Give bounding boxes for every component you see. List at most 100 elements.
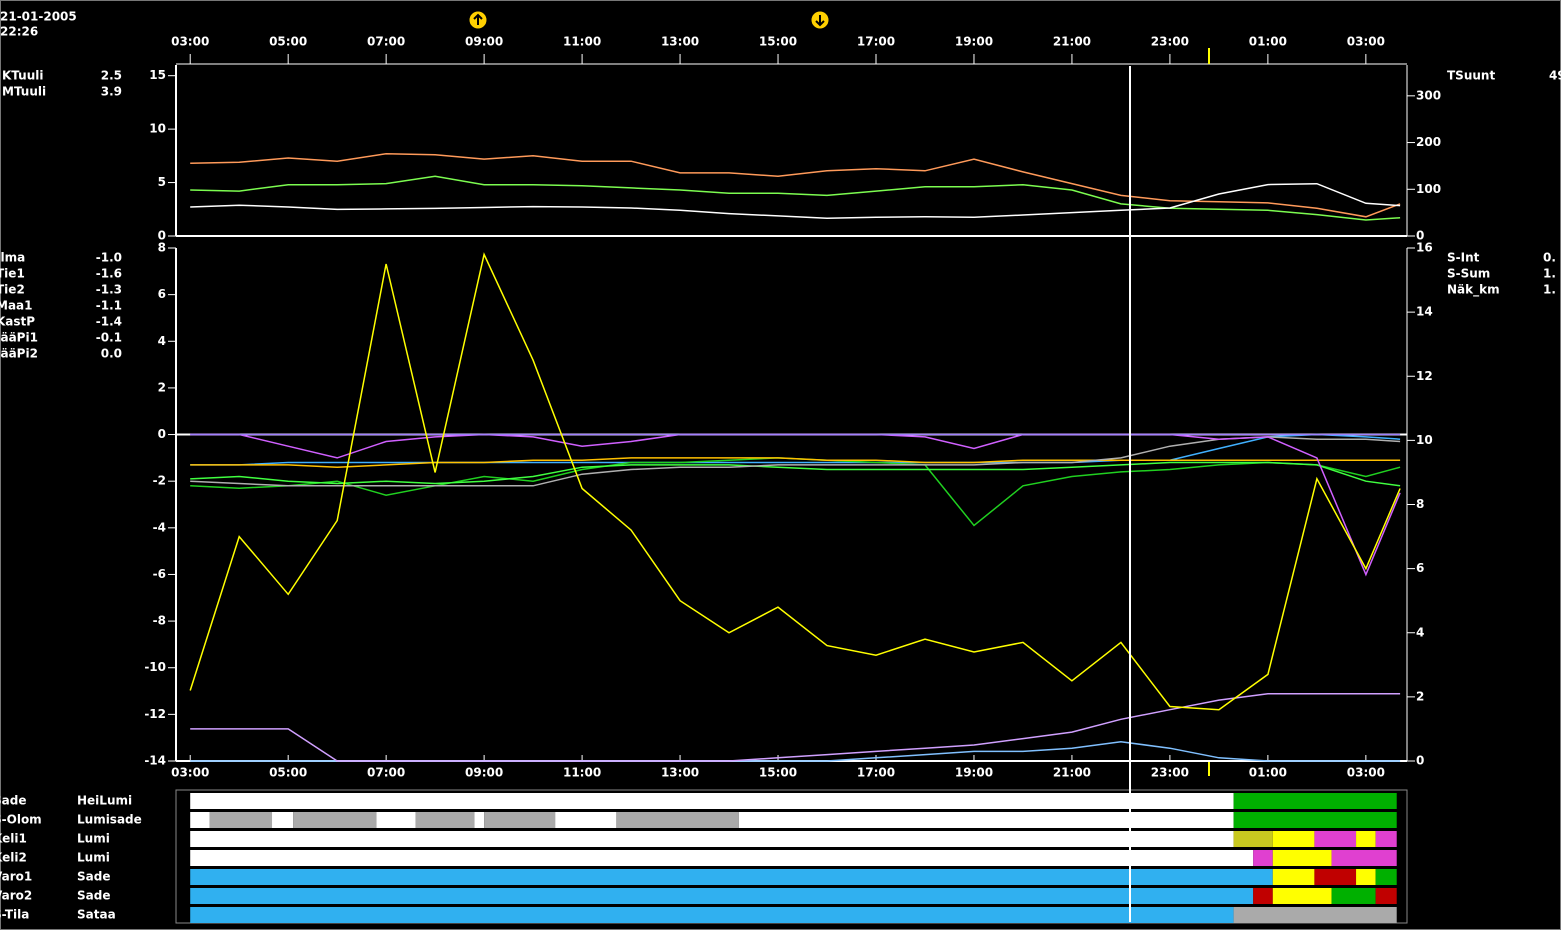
status-segment: [190, 850, 1254, 866]
x-tick-label: 05:00: [269, 35, 307, 49]
y2-tick-label: 8: [1416, 497, 1424, 511]
y2-tick-label: 10: [1416, 433, 1433, 447]
y-tick-label: 6: [158, 287, 166, 301]
y-tick-label: -2: [153, 474, 166, 488]
x-tick-label: 01:00: [1249, 766, 1287, 780]
status-segment: [1233, 812, 1397, 828]
status-segment: [1375, 869, 1397, 885]
status-segment: [1272, 869, 1315, 885]
status-state: Sade: [77, 889, 110, 903]
status-segment: [1272, 831, 1315, 847]
status-segment: [1314, 869, 1357, 885]
y-tick-label: -14: [144, 754, 166, 768]
y-tick-label: -6: [153, 567, 166, 581]
x-tick-label: 21:00: [1053, 766, 1091, 780]
legend-value: -1.0: [96, 251, 122, 265]
status-segment: [190, 869, 1273, 885]
x-tick-label: 17:00: [857, 766, 895, 780]
status-name: Keli1: [0, 832, 27, 846]
y-tick-label: -8: [153, 614, 166, 628]
time: 22:26: [0, 25, 38, 39]
status-segment: [1375, 888, 1397, 904]
x-tick-label: 07:00: [367, 766, 405, 780]
legend-value: 0.: [1543, 251, 1556, 265]
x-tick-label: 09:00: [465, 35, 503, 49]
series-line: [190, 433, 1401, 466]
y-tick-label: 4: [158, 334, 166, 348]
legend-name: Tie1: [0, 267, 25, 281]
legend-value: 1.: [1543, 283, 1556, 297]
status-name: S-Tila: [0, 908, 29, 922]
status-segment: [738, 812, 1234, 828]
status-segment: [1375, 831, 1397, 847]
status-state: Sade: [77, 870, 110, 884]
y-tick-label: -10: [144, 660, 166, 674]
series-line: [190, 436, 1401, 487]
x-tick-label: 23:00: [1151, 35, 1189, 49]
y2-tick-label: 100: [1416, 182, 1441, 196]
legend-name: Ilma: [0, 251, 25, 265]
legend-name: S-Int: [1447, 251, 1480, 265]
legend-value: -0.1: [96, 331, 122, 345]
status-segment: [415, 812, 475, 828]
status-segment: [190, 907, 1234, 923]
y2-tick-label: 6: [1416, 561, 1424, 575]
y2-tick-label: 16: [1416, 241, 1433, 255]
status-segment: [616, 812, 739, 828]
status-segment: [190, 888, 1254, 904]
legend-value: -1.4: [96, 315, 122, 329]
status-segment: [1356, 831, 1376, 847]
legend-name: MTuuli: [2, 85, 46, 99]
x-tick-label: 19:00: [955, 35, 993, 49]
legend-name: Tie2: [0, 283, 25, 297]
legend-value: 0.0: [101, 347, 122, 361]
legend-value: -1.6: [96, 267, 122, 281]
x-tick-label: 19:00: [955, 766, 993, 780]
status-name: Varo1: [0, 870, 32, 884]
status-state: Lumisade: [77, 813, 142, 827]
x-tick-label: 03:00: [171, 766, 209, 780]
status-state: HeiLumi: [77, 794, 132, 808]
y2-tick-label: 0: [1416, 754, 1424, 768]
x-tick-label: 07:00: [367, 35, 405, 49]
status-name: Sade: [0, 794, 26, 808]
status-segment: [1233, 907, 1397, 923]
y-tick-label: -12: [144, 707, 166, 721]
legend-name: Näk_km: [1447, 283, 1500, 298]
legend-name: KTuuli: [2, 69, 43, 83]
legend-name: KastP: [0, 315, 35, 329]
x-tick-label: 03:00: [171, 35, 209, 49]
status-segment: [376, 812, 416, 828]
status-segment: [190, 831, 1234, 847]
x-tick-label: 23:00: [1151, 766, 1189, 780]
status-segment: [1272, 888, 1332, 904]
status-segment: [1233, 793, 1397, 809]
series-line: [190, 457, 1401, 468]
status-segment: [1253, 850, 1273, 866]
series-line: [189, 252, 1401, 711]
legend-value: 2.5: [101, 69, 122, 83]
y-tick-label: 10: [149, 122, 166, 136]
legend-value: 49: [1549, 69, 1561, 83]
x-tick-label: 11:00: [563, 35, 601, 49]
status-segment: [1356, 869, 1376, 885]
x-tick-label: 21:00: [1053, 35, 1091, 49]
legend-value: 3.9: [101, 85, 122, 99]
legend-value: -1.3: [96, 283, 122, 297]
y2-tick-label: 14: [1416, 305, 1433, 319]
status-segment: [209, 812, 273, 828]
legend-value: 1.: [1543, 267, 1556, 281]
status-state: Lumi: [77, 832, 110, 846]
series-line: [190, 182, 1401, 219]
status-segment: [190, 793, 1234, 809]
y2-tick-label: 200: [1416, 135, 1441, 149]
x-tick-label: 03:00: [1347, 35, 1385, 49]
series-line: [190, 152, 1401, 218]
y2-tick-label: 2: [1416, 689, 1424, 703]
status-segment: [293, 812, 377, 828]
y-tick-label: 0: [158, 427, 166, 441]
legend-name: TSuunt: [1447, 69, 1495, 83]
status-state: Sataa: [77, 908, 116, 922]
x-tick-label: 17:00: [857, 35, 895, 49]
legend-name: S-Sum: [1447, 267, 1490, 281]
